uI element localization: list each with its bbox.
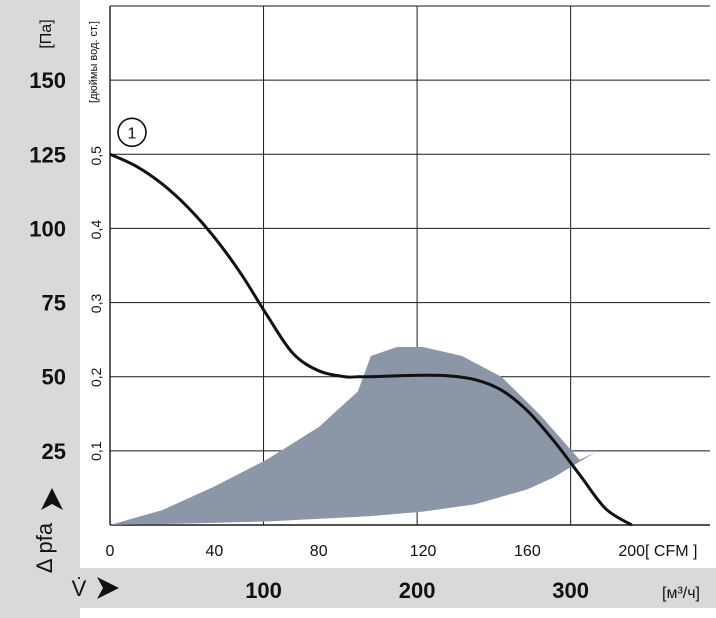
curve-marker-label: 1	[128, 125, 137, 142]
performance-curve	[109, 152, 633, 527]
y-tick-pa-label: 75	[42, 291, 66, 316]
x-tick-cfm-label: 80	[310, 543, 328, 560]
curve-marker-circle	[117, 117, 147, 148]
x-tick-cfm-label: 120	[410, 543, 437, 560]
y-axis-pa-ticks: 25 50 75 100 125 150	[29, 68, 66, 464]
bottom-axis-band	[0, 568, 716, 608]
operating-region-fill	[110, 347, 596, 525]
x-tick-m3h-label: 200	[399, 578, 436, 603]
y-axis-title: Δ pfa	[32, 488, 63, 573]
y-axis-inch-unit: [дюймы вод. ст.]	[88, 21, 100, 103]
x-tick-m3h-label: 300	[552, 578, 589, 603]
left-axis-band	[0, 0, 80, 618]
x-tick-cfm-label: 200	[618, 543, 645, 560]
y-tick-inch-label: 0,1	[88, 441, 104, 461]
curve-marker: 1	[117, 117, 147, 148]
x-axis-cfm-unit: [ CFM ]	[645, 543, 697, 560]
y-tick-pa-label: 50	[42, 365, 66, 390]
y-axis-pa-unit: [Па]	[38, 19, 55, 48]
x-tick-cfm-label: 40	[205, 543, 223, 560]
y-tick-inch-label: 0,3	[88, 294, 104, 314]
y-tick-pa-label: 100	[29, 216, 66, 241]
y-tick-pa-label: 125	[29, 142, 66, 167]
y-tick-pa-label: 150	[29, 68, 66, 93]
x-axis-m3h-ticks: 100 200 300	[245, 578, 589, 603]
y-axis-arrow-icon	[41, 488, 63, 510]
y-tick-pa-label: 25	[42, 439, 66, 464]
y-axis-inch-ticks: 0,1 0,2 0,3 0,4 0,5	[88, 146, 104, 461]
y-tick-inch-label: 0,5	[88, 146, 104, 166]
x-axis-m3h-unit: [м³/ч]	[662, 585, 700, 602]
y-tick-inch-label: 0,2	[88, 367, 104, 387]
y-axis-title-text: Δ pfa	[32, 522, 57, 573]
x-tick-m3h-label: 100	[245, 578, 282, 603]
x-axis-arrow-icon	[97, 577, 119, 599]
x-axis-cfm-ticks: 0 40 80 120 160 200	[106, 543, 646, 560]
x-tick-cfm-label: 0	[106, 543, 115, 560]
x-axis-title: V̇	[72, 576, 119, 601]
x-tick-cfm-label: 160	[514, 543, 541, 560]
x-axis-title-text: V̇	[72, 576, 87, 601]
y-tick-inch-label: 0,4	[88, 220, 104, 240]
